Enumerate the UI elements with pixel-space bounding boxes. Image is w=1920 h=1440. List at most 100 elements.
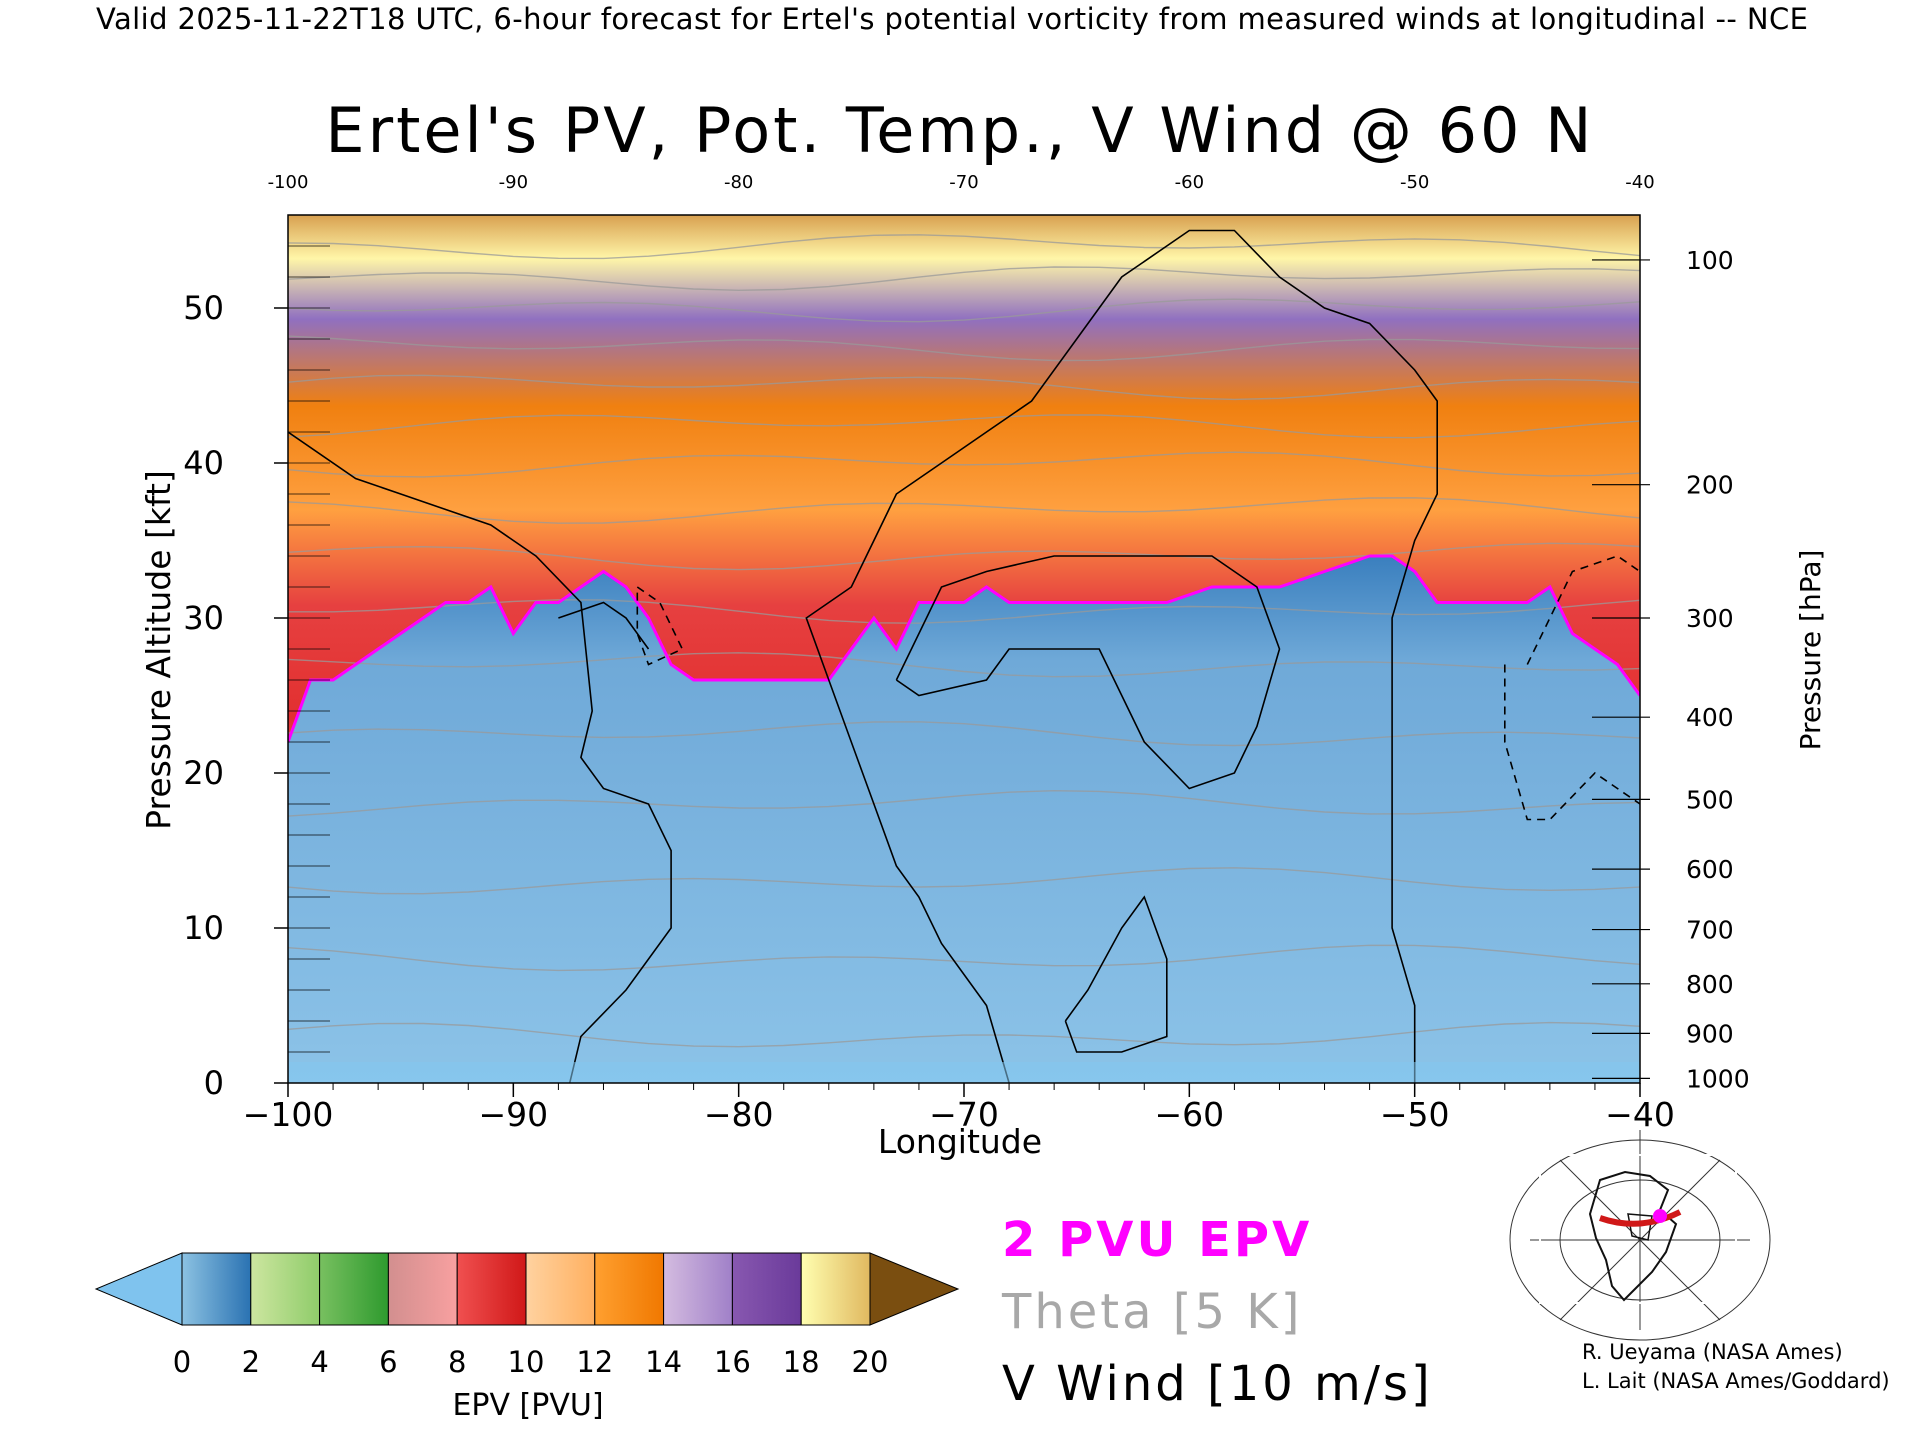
surface-band [288,1062,1640,1083]
credit-line-2: L. Lait (NASA Ames/Goddard) [1582,1369,1890,1393]
theta-contour-340 [288,652,1640,678]
tropopause-2pvu-line [288,554,1640,743]
map-coastline [1588,1170,1678,1302]
y2-axis-label: Pressure [hPa] [1794,550,1827,751]
y-axis-label: Pressure Altitude [kft] [139,470,178,830]
top-x-tick-label: -40 [1625,172,1654,193]
colorbar-bin [456,1252,527,1326]
chart-title: Ertel's PV, Pot. Temp., V Wind @ 60 N [325,94,1595,167]
top-x-tick-label: -80 [724,172,753,193]
colorbar-tick-label: 0 [173,1345,191,1379]
map-meridian-4 [1559,1159,1721,1321]
colorbar-label: EPV [PVU] [452,1388,603,1423]
pressure-tick-label: 700 [1686,916,1734,945]
colorbar-bin [319,1252,389,1326]
top-x-tick-label: -70 [949,172,978,193]
legend-2pvu: 2 PVU EPV [1002,1212,1313,1268]
v-wind-zero-contour-0 [288,431,672,1083]
theta-contour-310 [288,867,1640,895]
colorbar-bin [525,1252,596,1326]
colorbar-tick-label: 16 [714,1345,751,1379]
colorbar-tick-label: 12 [576,1345,613,1379]
map-hudson-bay [1627,1213,1653,1241]
x-axis-label: Longitude [878,1122,1042,1161]
y-tick-label: 20 [183,754,224,792]
map-background [1540,1155,1736,1303]
top-x-tick-label: -90 [499,172,528,193]
legend-theta: Theta [5 K] [1002,1284,1303,1340]
colorbar-under-arrow [94,1252,183,1326]
x-tick-label: −80 [704,1095,774,1134]
x-tick-label: −40 [1605,1095,1675,1134]
colorbar-tick-label: 18 [783,1345,820,1379]
theta-contour-360 [288,542,1640,571]
pressure-tick-label: 200 [1686,471,1734,500]
y-tick-label: 40 [183,444,224,482]
x-tick-label: −100 [243,1095,334,1134]
legend-v-wind: V Wind [10 m/s] [1002,1356,1433,1412]
x-tick-label: −70 [929,1095,999,1134]
theta-contour-440 [288,234,1640,260]
pressure-tick-label: 300 [1686,604,1734,633]
colorbar-tick-label: 6 [379,1345,397,1379]
theta-contour-350 [288,599,1640,624]
colorbar-tick-label: 8 [448,1345,466,1379]
theta-contour-380 [288,451,1640,478]
map-frame [1539,1154,1737,1304]
top-x-tick-label: -50 [1400,172,1429,193]
x-tick-label: −50 [1380,1095,1450,1134]
theta-contour-300 [288,944,1640,972]
theta-contour-400 [288,374,1640,401]
theta-contour-390 [288,414,1640,439]
epv-colorbar: 0 2 4 6 8 10 12 14 16 18 20 [94,1252,960,1379]
colorbar-bin [594,1252,665,1326]
v-wind-neg10-contour-2 [1504,664,1640,821]
colorbar-bin [663,1252,733,1326]
x-tick-label: −90 [479,1095,549,1134]
colorbar-bin [250,1252,321,1326]
theta-contour-330 [288,721,1640,747]
colorbar-tick-label: 20 [852,1345,889,1379]
y-tick-label: 30 [183,599,224,637]
v-wind-neg10-contour-1 [1526,555,1640,665]
top-x-tick-label: -100 [268,172,309,193]
colorbar-bin [387,1252,458,1326]
v-wind-neg10-contour-0 [636,586,684,666]
v-wind-10-contour-0 [558,601,650,650]
troposphere-fill [288,556,1640,1083]
colorbar-tick-label: 4 [310,1345,328,1379]
colorbar-tick-label: 14 [645,1345,682,1379]
theta-contour-320 [288,789,1640,817]
pressure-tick-label: 600 [1686,855,1734,884]
colorbar-tick-label: 2 [242,1345,260,1379]
pressure-tick-label: 100 [1686,246,1734,275]
theta-contours [288,234,1640,1048]
colorbar-bin [181,1252,252,1326]
colorbar-bin [800,1252,871,1326]
forecast-valid-line: Valid 2025-11-22T18 UTC, 6-hour forecast… [96,2,1809,36]
colorbar-over-arrow [869,1252,960,1326]
pressure-tick-label: 900 [1686,1019,1734,1048]
theta-contour-420 [288,298,1640,323]
x-tick-label: −60 [1155,1095,1225,1134]
v-wind-10-contour-1 [895,555,1281,790]
y-tick-label: 50 [183,289,224,327]
credit-line-1: R. Ueyama (NASA Ames) [1582,1340,1843,1364]
colorbar-bin [731,1252,802,1326]
v-wind-contours [288,229,1640,1083]
map-flight-track [1599,1209,1682,1227]
top-x-tick-label: -60 [1175,172,1204,193]
pressure-tick-label: 500 [1686,785,1734,814]
v-wind-10-contour-2 [1064,895,1168,1053]
map-location-marker [1653,1209,1667,1223]
y-tick-label: 0 [204,1064,224,1102]
colorbar-tick-label: 10 [508,1345,545,1379]
theta-contour-430 [288,266,1640,292]
pressure-tick-label: 800 [1686,970,1734,999]
theta-contour-370 [288,497,1640,524]
pressure-tick-label: 1000 [1686,1064,1750,1093]
inset-locator-map [1509,1130,1771,1341]
axes: −100 -100 −90 -90 −80 -80 −70 -70 −60 -60 −50 -50 −4… [183,172,1749,1134]
epv-field [288,215,1640,1083]
